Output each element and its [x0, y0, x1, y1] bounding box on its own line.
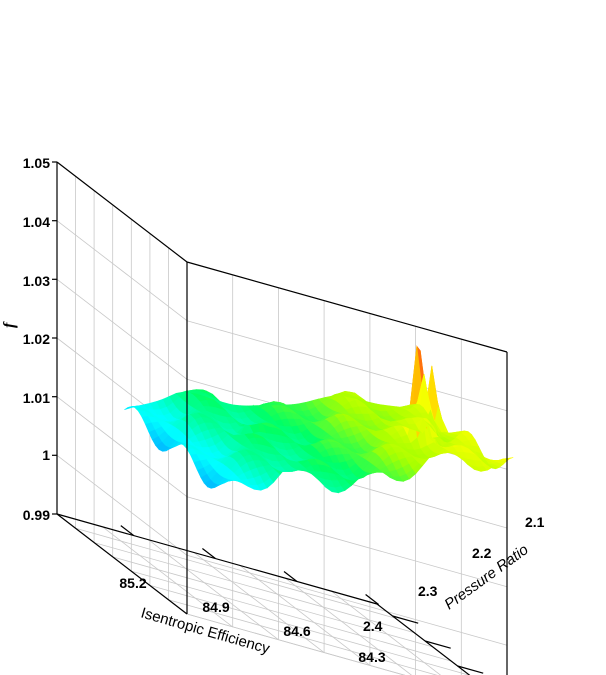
- floor-grid-line: [148, 539, 279, 641]
- box-edge: [56, 161, 188, 263]
- right-wall-grid-line: [186, 496, 508, 588]
- y-axis: 2.1 2.2 2.3 2.4 Pressure Ratio: [363, 514, 545, 634]
- floor-grid-line: [75, 527, 396, 619]
- x-tick-label: 85.2: [119, 575, 146, 591]
- z-axis-label: f: [1, 321, 18, 328]
- z-tick-label: 1.03: [23, 273, 50, 289]
- x-tick-mark: [365, 594, 379, 605]
- floor-grid-line: [331, 590, 442, 675]
- y-tick-label: 2.2: [472, 545, 492, 561]
- right-wall-grid-line: [186, 320, 508, 412]
- z-tick-label: 1.04: [23, 214, 50, 230]
- left-wall-grid-line: [56, 454, 188, 556]
- y-tick-label: 2.4: [363, 618, 383, 634]
- left-wall-grid-line: [56, 220, 188, 322]
- floor-grid-line: [102, 526, 233, 628]
- floor-grid-line: [239, 565, 371, 666]
- floor-grid-line: [131, 570, 452, 662]
- x-tick-label: 84.3: [358, 649, 385, 665]
- floor-grid-line: [193, 552, 325, 653]
- right-wall-grid-line: [186, 554, 508, 646]
- box-edge: [376, 603, 471, 675]
- y-tick-label: 2.3: [418, 583, 438, 599]
- y-tick-mark: [424, 640, 451, 649]
- z-axis: 1.05 1.04 1.03 1.02 1.01 1 0.99 f: [1, 155, 50, 523]
- floor-grid-line: [112, 556, 433, 648]
- floor-grid-line: [93, 542, 415, 633]
- surface-layer: [124, 345, 514, 494]
- surface-patch: [401, 405, 414, 410]
- floor-grid-line: [149, 585, 470, 675]
- z-tick-label: 1.05: [23, 155, 50, 171]
- box-edge: [56, 513, 188, 615]
- z-tick-label: 1: [42, 447, 50, 463]
- x-tick-mark: [202, 548, 216, 559]
- floor-grid-line: [285, 577, 412, 675]
- x-tick-label: 84.6: [283, 623, 310, 639]
- y-tick-mark: [457, 665, 484, 674]
- z-tick-label: 0.99: [23, 507, 50, 523]
- x-tick-label: 84.9: [202, 599, 229, 615]
- box-edge: [56, 513, 378, 605]
- x-tick-mark: [120, 525, 135, 537]
- z-tick-label: 1.01: [23, 390, 50, 406]
- z-tick-label: 1.02: [23, 331, 50, 347]
- y-tick-label: 2.1: [525, 514, 545, 530]
- y-tick-mark: [392, 615, 419, 624]
- x-tick-mark: [283, 571, 298, 582]
- box-edge: [186, 261, 508, 353]
- left-wall-grid-line: [56, 278, 188, 380]
- right-wall-grid-line: [186, 613, 406, 675]
- box-edges: [52, 161, 508, 675]
- left-wall-grid-line: [56, 396, 188, 498]
